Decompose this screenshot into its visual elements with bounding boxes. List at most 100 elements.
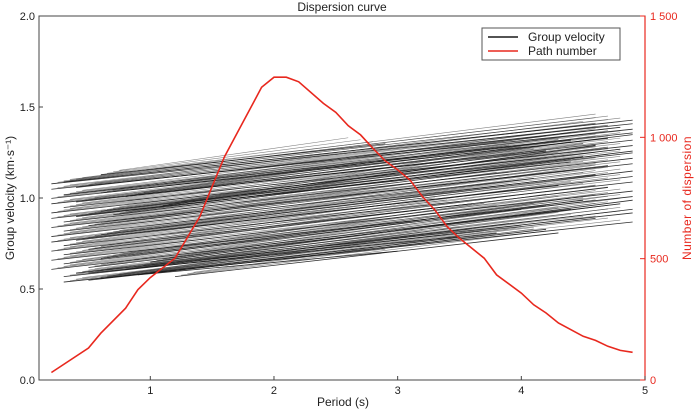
y-axis-ticks: 0.0 0.5 1.0 1.5 2.0 <box>20 11 43 387</box>
group-velocity-line <box>174 232 559 278</box>
y2-axis-label: Number of dispersion <box>680 136 694 260</box>
group-velocity-line <box>137 130 608 194</box>
group-velocity-line <box>113 166 608 233</box>
legend-label-group-velocity: Group velocity <box>528 30 605 44</box>
x-tick-label: 3 <box>395 385 401 397</box>
y-tick-label: 1.0 <box>20 193 35 205</box>
y2-tick-label: 500 <box>650 254 668 266</box>
group-velocity-line <box>76 126 621 188</box>
group-velocity-line <box>187 228 534 275</box>
y-axis-label: Group velocity (km·s⁻¹) <box>3 136 17 260</box>
group-velocity-line <box>69 143 621 207</box>
group-velocity-line <box>69 156 621 221</box>
group-velocity-line <box>162 145 596 207</box>
group-velocity-line <box>156 244 361 271</box>
group-velocity-line <box>63 177 534 232</box>
group-velocity-line <box>69 179 621 245</box>
x-tick-label: 2 <box>271 385 277 397</box>
group-velocity-line <box>63 208 522 265</box>
group-velocity-line <box>150 246 373 273</box>
group-velocity-line <box>88 236 460 274</box>
group-velocity-line <box>106 197 571 258</box>
path-number-line <box>50 76 633 374</box>
y-tick-label: 0.5 <box>20 284 35 296</box>
x-axis-ticks: 1 2 3 4 5 <box>147 376 648 397</box>
group-velocity-line <box>137 250 398 276</box>
group-velocity-line <box>162 195 608 260</box>
group-velocity-line <box>63 190 633 256</box>
group-velocity-line <box>76 176 633 241</box>
group-velocity-line <box>106 141 373 174</box>
group-velocity-line <box>100 143 386 176</box>
group-velocity-line <box>69 188 621 254</box>
group-velocity-line <box>94 201 608 267</box>
group-velocity-line <box>51 196 633 261</box>
group-velocity-line <box>63 170 571 234</box>
group-velocity-line <box>174 141 571 204</box>
group-velocity-line <box>113 150 633 216</box>
y-tick-label: 0.0 <box>20 375 35 387</box>
chart-title: Dispersion curve <box>297 0 387 14</box>
y2-tick-label: 0 <box>650 375 656 387</box>
group-velocity-line <box>51 123 633 185</box>
group-velocity-line <box>181 230 547 276</box>
group-velocity-line <box>76 139 633 203</box>
y2-axis-ticks: 0 500 1 000 1 500 <box>640 11 678 387</box>
x-axis-label: Period (s) <box>317 395 369 409</box>
group-velocity-line <box>82 174 621 240</box>
group-velocity-line <box>119 133 534 189</box>
group-velocity-line <box>106 168 621 234</box>
group-velocity-line <box>63 159 608 225</box>
group-velocity-line <box>150 199 633 263</box>
group-velocity-line <box>88 228 547 281</box>
group-velocity-line <box>113 195 559 256</box>
group-velocity-line <box>76 115 608 180</box>
group-velocity-line <box>125 208 633 270</box>
group-velocity-line <box>82 175 596 242</box>
group-velocity-line <box>57 126 621 189</box>
group-velocity-line <box>63 145 633 208</box>
legend-box <box>481 27 621 61</box>
group-velocity-line <box>57 194 621 260</box>
group-velocity-line <box>106 230 423 269</box>
group-velocity-line <box>119 226 460 275</box>
group-velocity-line <box>69 117 621 181</box>
group-velocity-line <box>119 193 547 255</box>
legend: Group velocity Path number <box>481 27 621 61</box>
group-velocity-line <box>106 159 571 222</box>
group-velocity-line <box>125 134 633 197</box>
group-velocity-line <box>82 139 596 204</box>
legend-label-path-number: Path number <box>528 44 597 58</box>
y-tick-label: 2.0 <box>20 11 35 23</box>
group-velocity-line <box>57 172 584 236</box>
group-velocity-line <box>119 148 621 214</box>
group-velocity-line <box>63 144 596 211</box>
group-velocity-line <box>100 161 584 224</box>
group-velocity-line <box>137 204 608 267</box>
group-velocity-line <box>119 137 349 171</box>
group-velocity-line <box>63 192 608 258</box>
group-velocity-line <box>156 197 621 261</box>
group-velocity-line <box>113 135 547 191</box>
group-velocity-line <box>168 193 596 258</box>
x-tick-label: 4 <box>518 385 524 397</box>
group-velocity-line <box>63 157 633 223</box>
y2-tick-label: 1 000 <box>650 132 678 144</box>
y2-tick-label: 1 500 <box>650 11 678 23</box>
group-velocity-line <box>94 163 596 225</box>
group-velocity-line <box>144 128 596 193</box>
group-velocity-line <box>181 139 559 202</box>
group-velocity-line <box>88 165 608 227</box>
x-tick-label: 5 <box>642 385 648 397</box>
group-velocity-lines <box>51 113 633 283</box>
group-velocity-line <box>131 206 621 269</box>
group-velocity-line <box>63 119 633 183</box>
group-velocity-line <box>113 139 361 173</box>
group-velocity-line <box>76 177 608 244</box>
x-tick-label: 1 <box>147 385 153 397</box>
group-velocity-line <box>69 176 522 230</box>
y-tick-label: 1.5 <box>20 102 35 114</box>
group-velocity-line <box>69 190 596 257</box>
group-velocity-line <box>88 187 608 250</box>
